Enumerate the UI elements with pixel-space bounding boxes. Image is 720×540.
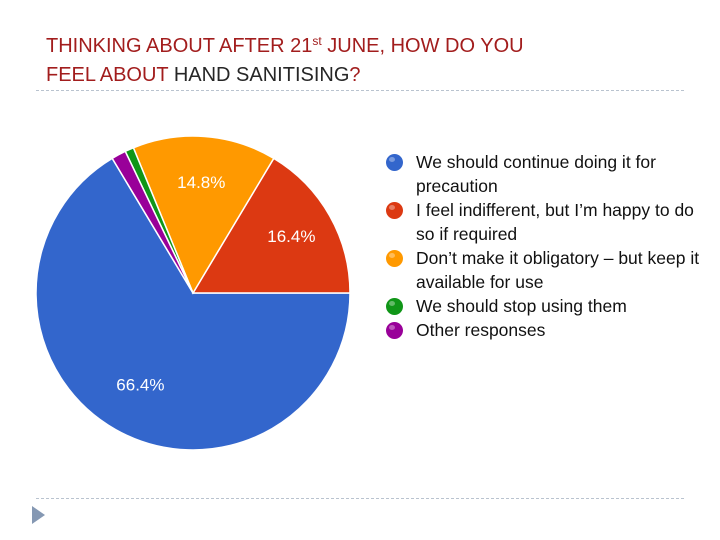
title-line2-prefix: FEEL ABOUT xyxy=(46,64,174,86)
title-superscript: st xyxy=(312,34,322,48)
bottom-divider xyxy=(36,498,684,499)
top-divider xyxy=(36,90,684,91)
legend-item: Other responses xyxy=(386,318,706,342)
pie-slice-2 xyxy=(191,157,351,294)
legend-item: We should continue doing it for precauti… xyxy=(386,150,706,198)
title-line1-prefix: THINKING ABOUT AFTER 21 xyxy=(46,35,313,57)
legend-label: We should continue doing it for precauti… xyxy=(416,152,656,196)
pie-slice-3 xyxy=(132,135,275,295)
chart-title: THINKING ABOUT AFTER 21st JUNE, HOW DO Y… xyxy=(46,32,686,90)
legend: We should continue doing it for precauti… xyxy=(386,150,706,342)
legend-color-dot-icon xyxy=(386,322,403,339)
legend-label: I feel indifferent, but I’m happy to do … xyxy=(416,200,694,244)
slice-value-label-1: 66.4% xyxy=(116,375,164,394)
pie-chart: 66.4% 16.4% 14.8% xyxy=(35,135,351,451)
legend-color-dot-icon xyxy=(386,250,403,267)
legend-item: We should stop using them xyxy=(386,294,706,318)
pie-slices xyxy=(35,135,351,451)
legend-label: We should stop using them xyxy=(416,296,627,316)
title-line1-suffix: JUNE, HOW DO YOU xyxy=(321,35,524,57)
pie-slice-5 xyxy=(111,150,194,294)
next-slide-arrow-icon[interactable] xyxy=(32,506,45,524)
pie-value-labels: 66.4% 16.4% 14.8% xyxy=(116,173,315,394)
legend-label: Other responses xyxy=(416,320,546,340)
slice-value-label-2: 16.4% xyxy=(267,227,315,246)
legend-label: Don’t make it obligatory – but keep it a… xyxy=(416,248,700,292)
legend-color-dot-icon xyxy=(386,298,403,315)
title-line2-end: ? xyxy=(349,64,361,86)
legend-color-dot-icon xyxy=(386,154,403,171)
legend-item: Don’t make it obligatory – but keep it a… xyxy=(386,246,706,294)
pie-slice-1 xyxy=(35,157,351,451)
title-highlight: HAND SANITISING xyxy=(173,64,350,86)
legend-item: I feel indifferent, but I’m happy to do … xyxy=(386,198,706,246)
legend-color-dot-icon xyxy=(386,202,403,219)
slice-value-label-3: 14.8% xyxy=(177,173,225,192)
